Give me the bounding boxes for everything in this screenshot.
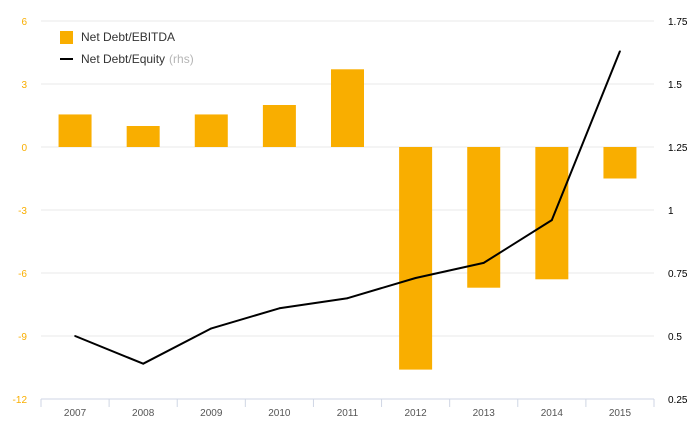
x-tick-label: 2009 [200, 408, 223, 419]
y-left-tick-label: -6 [18, 269, 27, 280]
x-tick-label: 2015 [609, 408, 632, 419]
line-point [278, 307, 281, 310]
legend-item-bar: Net Debt/EBITDA [60, 26, 194, 48]
legend-bar-label: Net Debt/EBITDA [81, 30, 176, 44]
y-right-tick-label: 1.25 [668, 143, 688, 154]
bar [194, 114, 228, 147]
line-point [346, 297, 349, 300]
x-tick-label: 2008 [132, 408, 155, 419]
bar [399, 147, 433, 370]
y-right-tick-label: 0.25 [668, 395, 688, 406]
x-tick-label: 2010 [268, 408, 291, 419]
line-point [619, 50, 621, 53]
y-left-tick-label: -9 [18, 332, 27, 343]
legend: Net Debt/EBITDA Net Debt/Equity (rhs) [60, 26, 194, 70]
y-left-tick-label: 3 [21, 80, 27, 91]
y-right-tick-label: 1 [668, 206, 674, 217]
x-tick-label: 2007 [64, 408, 87, 419]
legend-rhs-note: (rhs) [169, 52, 194, 66]
line-point [74, 335, 76, 337]
y-right-tick-label: 0.75 [668, 269, 688, 280]
y-left-tick-label: -12 [13, 395, 28, 406]
bar [58, 114, 92, 147]
bar [603, 147, 637, 179]
legend-bar-swatch [60, 30, 73, 44]
y-right-tick-label: 1.5 [668, 80, 682, 91]
legend-line-swatch [60, 58, 73, 60]
y-left-tick-label: -3 [18, 206, 27, 217]
bar [126, 126, 160, 147]
x-tick-label: 2011 [337, 408, 359, 419]
bar [331, 69, 364, 147]
line-point [210, 327, 213, 330]
y-left-tick-label: 6 [21, 17, 27, 28]
legend-line-label: Net Debt/Equity [81, 52, 166, 66]
bar [262, 105, 296, 147]
y-right-tick-label: 0.5 [668, 332, 682, 343]
line-point [414, 277, 417, 279]
y-left-tick-label: 0 [21, 143, 27, 154]
line-point [142, 362, 145, 365]
x-tick-label: 2012 [404, 408, 427, 419]
line-point [482, 262, 485, 264]
legend-item-line: Net Debt/Equity (rhs) [60, 48, 194, 70]
x-tick-label: 2014 [541, 408, 564, 419]
bar [535, 147, 569, 280]
y-right-tick-label: 1.75 [668, 17, 688, 28]
x-tick-label: 2013 [473, 408, 496, 419]
bar [467, 147, 501, 288]
line-point [550, 219, 553, 221]
